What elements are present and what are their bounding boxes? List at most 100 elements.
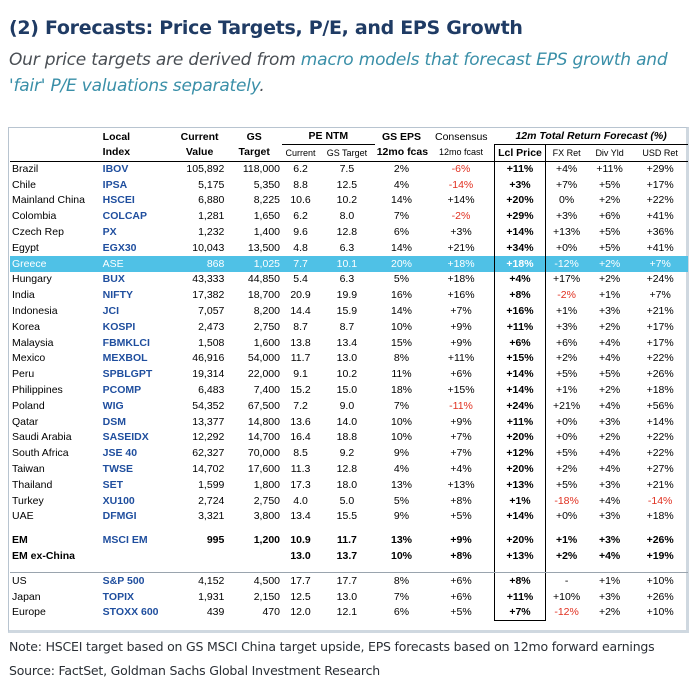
cell-pe_cur: 7.2 xyxy=(293,399,308,412)
cell-usd: +56% xyxy=(646,399,674,412)
cell-current: 105,892 xyxy=(186,163,225,176)
cell-gs_eps: 20% xyxy=(374,255,429,272)
cell-gs_eps: 9% xyxy=(393,510,410,523)
cell-cons: -2% xyxy=(451,210,471,223)
cell-index: EGX30 xyxy=(102,241,137,254)
cell-usd: +41% xyxy=(646,210,674,223)
cell-country: Brazil xyxy=(12,163,39,176)
header-pe-ntm: PE NTM xyxy=(282,129,375,145)
cell-country: US xyxy=(12,575,27,588)
cell-current: 2,724 xyxy=(198,494,225,507)
cell-div: +1% xyxy=(598,575,621,588)
cell-target: 5,350 xyxy=(253,178,280,191)
table-row: Greece ASE 868 1,025 7.7 10.1 20% +18% +18% -12% +… xyxy=(10,255,688,272)
cell-country: Greece xyxy=(10,255,101,272)
cell-usd: +17% xyxy=(646,178,674,191)
cell-usd: +22% xyxy=(646,447,674,460)
cell-pe_cur: 16.4 xyxy=(290,431,311,444)
cell-current: 17,382 xyxy=(192,289,225,302)
cell-target: 2,750 xyxy=(253,494,280,507)
cell-current: 439 xyxy=(206,606,225,619)
cell-pe_tgt: 12.5 xyxy=(336,178,358,191)
cell-div: +3% xyxy=(598,415,621,428)
cell-lcl: +15% xyxy=(493,350,547,367)
table-row: Chile IPSA 5,175 5,350 8.8 12.5 4% -14% +3% +7% +5… xyxy=(10,176,688,193)
cell-country: Saudi Arabia xyxy=(12,431,72,444)
cell-lcl: +20% xyxy=(493,192,547,209)
cell-current: 1,508 xyxy=(198,336,225,349)
cell-pe_cur: 6.2 xyxy=(293,210,308,223)
cell-current: 54,352 xyxy=(192,399,225,412)
cell-fx: +5% xyxy=(555,368,578,381)
cell-cons: +7% xyxy=(450,305,472,318)
table-row: Philippines PCOMP 6,483 7,400 15.2 15.0 18% +15… xyxy=(10,382,688,398)
cell-index: PX xyxy=(102,226,117,239)
cell-usd: +10% xyxy=(646,575,674,588)
cell-pe_tgt: 18.8 xyxy=(336,431,358,444)
cell-country: Peru xyxy=(12,368,35,381)
cell-usd: +22% xyxy=(646,194,674,207)
cell-cons: +18% xyxy=(447,273,475,286)
cell-usd: +17% xyxy=(646,320,674,333)
cell-div: +4% xyxy=(598,399,621,412)
header-fx-ret: FX Ret xyxy=(545,144,587,162)
cell-gs_eps: 10% xyxy=(391,320,413,333)
subtitle-text: Our price targets are derived from xyxy=(9,50,301,70)
cell-fx: +6% xyxy=(555,336,578,349)
cell-cons: +7% xyxy=(450,431,472,444)
cell-pe_tgt: 12.1 xyxy=(336,606,358,619)
cell-target: 44,850 xyxy=(247,273,280,286)
cell-lcl: +13% xyxy=(493,548,547,564)
cell-gs_eps: 7% xyxy=(393,399,410,412)
cell-cons: +16% xyxy=(447,289,475,302)
cell-div: +3% xyxy=(598,590,621,603)
table-row: Malaysia FBMKLCI 1,508 1,600 13.8 13.4 15% +9% +… xyxy=(10,334,688,351)
cell-lcl: +18% xyxy=(493,255,547,272)
cell-fx: +2% xyxy=(555,463,578,476)
cell-usd: +17% xyxy=(646,336,674,349)
cell-pe_cur: 8.8 xyxy=(293,178,308,191)
table-row: Korea KOSPI 2,473 2,750 8.7 8.7 10% +9% +11% +3% +… xyxy=(10,318,688,335)
cell-gs_eps: 8% xyxy=(393,352,410,365)
cell-lcl: +14% xyxy=(493,508,547,525)
cell-fx: +5% xyxy=(555,447,578,460)
cell-index: STOXX 600 xyxy=(102,606,159,619)
cell-country: Chile xyxy=(12,178,36,191)
cell-target: 1,200 xyxy=(253,534,280,547)
cell-gs_eps: 15% xyxy=(391,336,413,349)
cell-cons: +6% xyxy=(450,368,472,381)
cell-index: ASE xyxy=(100,255,173,272)
cell-current: 3,321 xyxy=(198,510,225,523)
cell-pe_tgt: 9.0 xyxy=(339,399,355,412)
table-row: Egypt EGX30 10,043 13,500 4.8 6.3 14% +21% +34% +… xyxy=(10,239,688,256)
cell-usd: -14% xyxy=(647,494,673,507)
cell-country: Poland xyxy=(12,399,45,412)
cell-lcl: +4% xyxy=(493,271,547,288)
cell-usd: +18% xyxy=(646,510,674,523)
table-row: Peru SPBLGPT 19,314 22,000 9.1 10.2 11% +6% +14%… xyxy=(10,366,688,383)
cell-target: 1,650 xyxy=(253,210,280,223)
header-consensus: Consensus xyxy=(435,130,488,143)
cell-current: 7,057 xyxy=(198,305,225,318)
cell-gs_eps: 14% xyxy=(391,305,413,318)
cell-index: XU100 xyxy=(102,494,135,507)
header-target: Target xyxy=(226,144,282,162)
cell-index: HSCEI xyxy=(102,194,135,207)
cell-country: Egypt xyxy=(12,241,39,254)
cell-country: Mexico xyxy=(12,352,46,365)
cell-pe_tgt: 6.3 xyxy=(339,241,355,254)
cell-pe_tgt: 10.1 xyxy=(319,255,375,272)
cell-usd: +26% xyxy=(646,534,674,547)
cell-pe_tgt: 8.0 xyxy=(339,210,355,223)
cell-lcl: +11% xyxy=(493,318,547,335)
cell-pe_tgt: 8.7 xyxy=(339,320,355,333)
cell-pe_tgt: 13.0 xyxy=(336,352,358,365)
cell-target: 2,750 xyxy=(253,320,280,333)
cell-usd: +21% xyxy=(646,305,674,318)
cell-fx: +0% xyxy=(555,431,578,444)
cell-pe_cur: 17.7 xyxy=(290,575,311,588)
cell-country: Colombia xyxy=(12,210,57,223)
cell-index: JSE 40 xyxy=(102,447,138,460)
cell-fx: +21% xyxy=(553,399,581,412)
cell-index: PCOMP xyxy=(102,384,142,397)
